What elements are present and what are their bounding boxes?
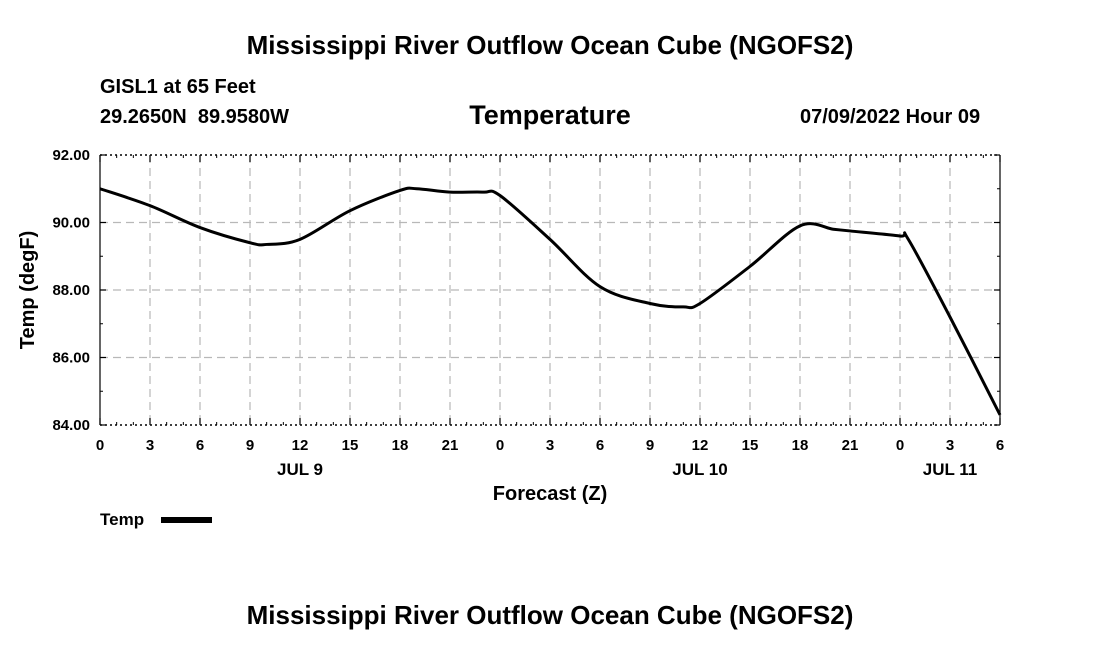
y-axis-label: Temp (degF) [17,231,39,350]
footer-title: Mississippi River Outflow Ocean Cube (NG… [246,600,854,630]
x-tick-label: 6 [196,437,204,454]
x-tick-label: 21 [842,437,859,454]
x-axis-label: Forecast (Z) [493,483,607,505]
x-date-label: JUL 9 [277,460,323,479]
series-line-temp [99,186,1002,416]
x-tick-label: 21 [442,437,459,454]
forecast-datetime: 07/09/2022 Hour 09 [800,106,981,128]
temperature-chart: 0 3 6 9 12 15 18 21 0 3 6 9 12 15 18 21 0 3 6 84.00 86.00 88.… [17,147,1004,529]
chart-ticks [99,154,1001,426]
y-tick-label: 92.00 [52,147,90,164]
x-tick-label: 0 [896,437,904,454]
chart-grid [100,155,1000,425]
x-tick-label: 3 [546,437,554,454]
station-label: GISL1 at 65 Feet [100,76,256,98]
x-tick-label: 18 [392,437,409,454]
x-tick-label: 3 [146,437,154,454]
chart-tick-labels: 0 3 6 9 12 15 18 21 0 3 6 9 12 15 18 21 0 3 6 84.00 86.00 88.… [52,147,1004,479]
x-tick-label: 9 [646,437,654,454]
x-tick-label: 12 [292,437,309,454]
x-date-label: JUL 11 [923,460,978,479]
x-tick-label: 15 [342,437,359,454]
x-tick-label: 18 [792,437,809,454]
x-date-label: JUL 10 [672,460,727,479]
x-tick-label: 3 [946,437,954,454]
x-tick-label: 0 [496,437,504,454]
legend-label-temp: Temp [100,510,144,529]
y-tick-label: 84.00 [52,417,90,434]
x-tick-label: 6 [996,437,1004,454]
page-title: Mississippi River Outflow Ocean Cube (NG… [246,30,854,60]
x-tick-label: 9 [246,437,254,454]
x-tick-label: 15 [742,437,759,454]
x-tick-label: 12 [692,437,709,454]
x-tick-label: 6 [596,437,604,454]
x-tick-label: 0 [96,437,104,454]
y-tick-label: 90.00 [52,215,90,232]
legend-swatch-temp [161,517,212,523]
y-tick-label: 88.00 [52,282,90,299]
y-tick-label: 86.00 [52,350,90,367]
chart-title: Temperature [469,100,631,130]
station-coordinates: 29.2650N 89.9580W [100,106,290,128]
